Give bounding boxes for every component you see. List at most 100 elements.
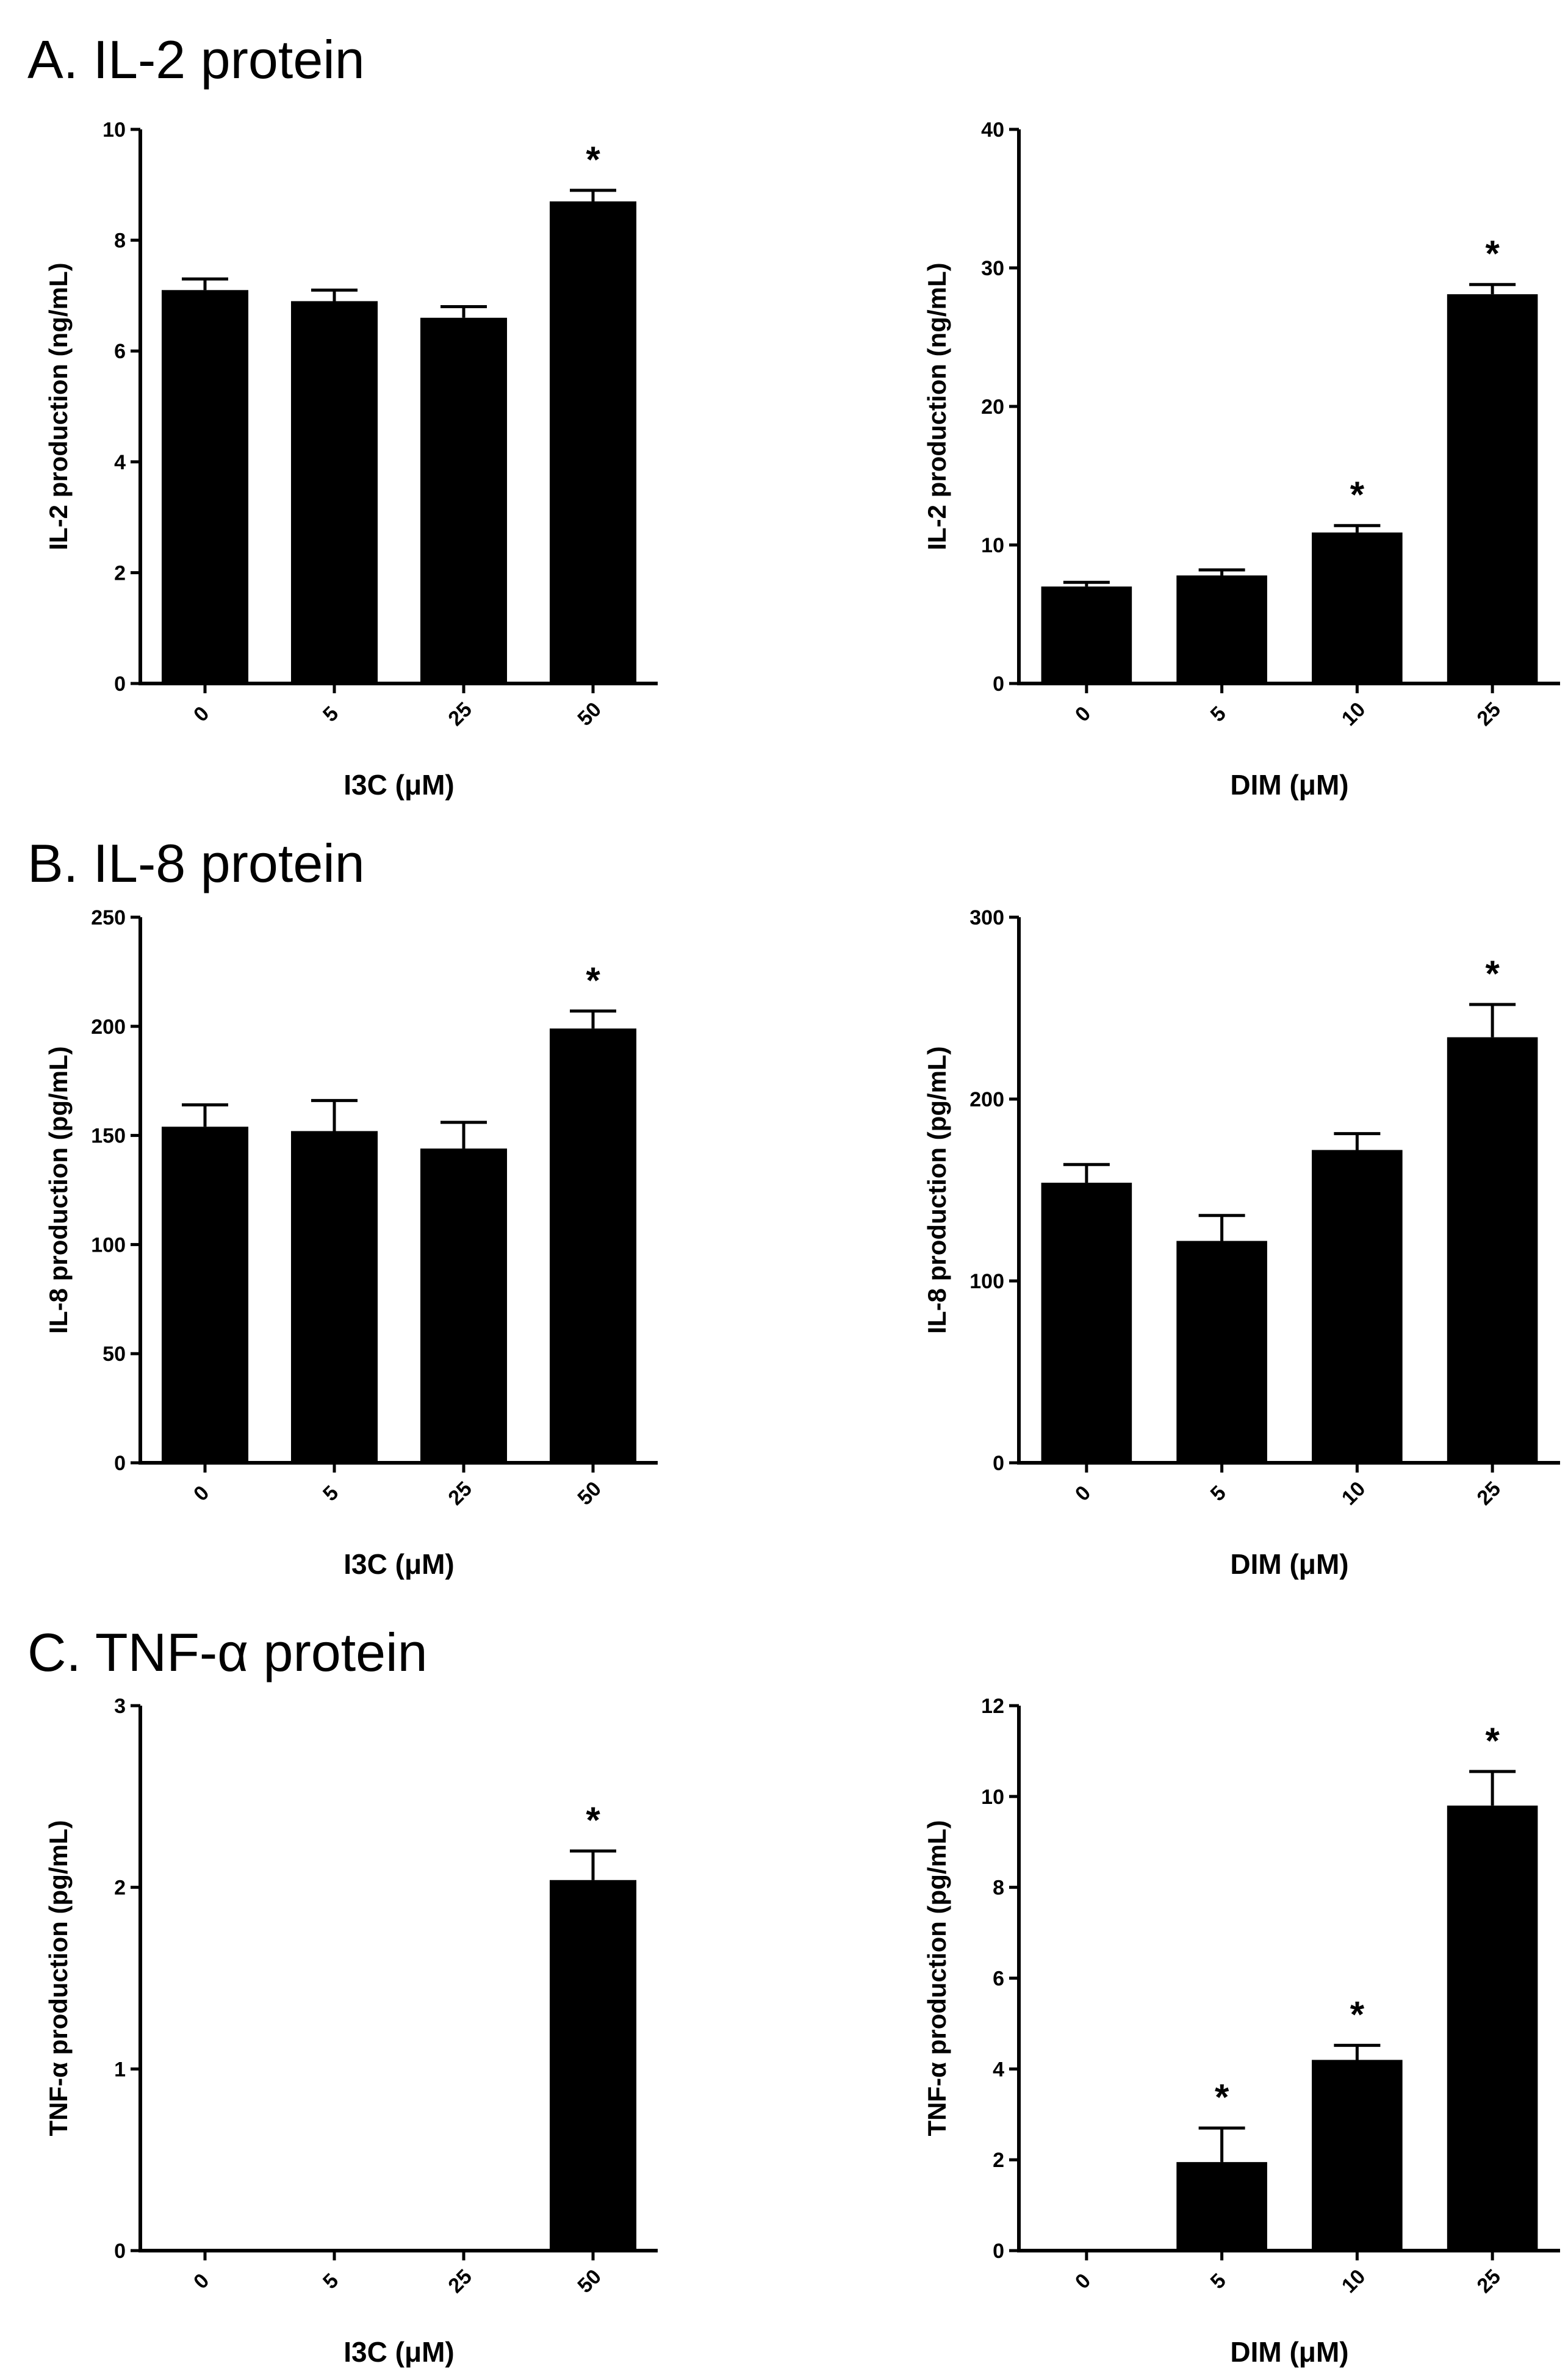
panel-a-left-x-axis-label: I3C (μM) bbox=[343, 769, 454, 801]
panel-b-left-bar bbox=[420, 1149, 508, 1463]
panel-c-right-x-tick-label: 5 bbox=[1206, 2269, 1231, 2293]
panel-b-right-y-tick-label: 200 bbox=[969, 1088, 1004, 1111]
panel-b-left-x-tick-label: 0 bbox=[189, 1481, 214, 1506]
panel-c-right-bar bbox=[1447, 1805, 1538, 2251]
panel-a-right-y-tick-label: 30 bbox=[981, 257, 1004, 280]
panel-c-right-y-tick-label: 0 bbox=[993, 2240, 1004, 2263]
panel-b-right-bar bbox=[1176, 1241, 1267, 1463]
panel-c-right-bar bbox=[1312, 2060, 1403, 2251]
section-title-b: B. IL-8 protein bbox=[27, 833, 365, 893]
panel-b-right-x-tick-label: 10 bbox=[1337, 1477, 1370, 1510]
panel-a-right-x-tick-label: 10 bbox=[1337, 698, 1370, 730]
panel-b-right-x-axis-label: DIM (μM) bbox=[1230, 1548, 1348, 1580]
panel-b-left-y-tick-label: 100 bbox=[91, 1233, 126, 1257]
panel-c-right-y-tick-label: 2 bbox=[993, 2149, 1004, 2172]
section-title-a: A. IL-2 protein bbox=[27, 29, 365, 90]
panel-c-left-y-axis-label: TNF-α production (pg/mL) bbox=[44, 1820, 73, 2136]
panel-a-right-bar bbox=[1447, 294, 1538, 683]
panel-a-left-significance-marker: * bbox=[586, 139, 600, 180]
panel-a-left-y-tick-label: 10 bbox=[102, 118, 126, 142]
panel-a-right-x-tick-label: 0 bbox=[1071, 702, 1095, 726]
panel-b-left-x-tick-label: 50 bbox=[573, 1477, 606, 1510]
panel-a-right-y-tick-label: 0 bbox=[993, 673, 1004, 696]
panel-c-left-x-tick-label: 25 bbox=[444, 2265, 477, 2298]
panel-a-right-x-tick-label: 5 bbox=[1206, 702, 1231, 726]
panel-c-left-x-tick-label: 50 bbox=[573, 2265, 606, 2298]
panel-b-left-y-tick-label: 150 bbox=[91, 1125, 126, 1148]
panel-c-right-x-tick-label: 10 bbox=[1337, 2265, 1370, 2298]
panel-c-right-y-tick-label: 8 bbox=[993, 1877, 1004, 1900]
panel-a-left-x-tick-label: 5 bbox=[318, 702, 343, 726]
panel-b-left-y-tick-label: 0 bbox=[114, 1452, 126, 1475]
panel-b-right-y-axis-label: IL-8 production (pg/mL) bbox=[922, 1046, 951, 1333]
panel-c-left-x-tick-label: 0 bbox=[189, 2269, 214, 2293]
panel-c-right-y-tick-label: 12 bbox=[981, 1695, 1004, 1718]
panel-c-left-y-tick-label: 2 bbox=[114, 1877, 126, 1900]
panel-b-left-y-tick-label: 200 bbox=[91, 1015, 126, 1039]
panel-a-left-bar bbox=[290, 301, 378, 684]
panel-a-left-bar bbox=[161, 290, 249, 683]
panel-a-right-bar bbox=[1041, 586, 1132, 683]
panel-c-right-y-tick-label: 6 bbox=[993, 1967, 1004, 1991]
panel-c-right-x-tick-label: 0 bbox=[1071, 2269, 1095, 2293]
panel-b-right-y-tick-label: 0 bbox=[993, 1452, 1004, 1475]
panel-b-right-bar bbox=[1447, 1037, 1538, 1463]
panel-b-right-significance-marker: * bbox=[1485, 953, 1500, 994]
panel-c-right-significance-marker: * bbox=[1215, 2077, 1229, 2118]
panel-c-left-y-tick-label: 0 bbox=[114, 2240, 126, 2263]
panel-c-right-y-tick-label: 10 bbox=[981, 1786, 1004, 1809]
panel-c-right-significance-marker: * bbox=[1485, 1720, 1500, 1761]
panel-a-right-x-tick-label: 25 bbox=[1473, 698, 1506, 730]
panel-b-right-x-tick-label: 25 bbox=[1473, 1477, 1506, 1510]
panel-a-right-bar bbox=[1176, 575, 1267, 683]
panel-a-left-x-tick-label: 25 bbox=[444, 698, 477, 730]
panel-c-left-x-tick-label: 5 bbox=[318, 2269, 343, 2293]
panel-b-left-y-axis-label: IL-8 production (pg/mL) bbox=[44, 1046, 73, 1333]
panel-b-left-bar bbox=[290, 1131, 378, 1463]
panel-c-left-y-tick-label: 1 bbox=[114, 2058, 126, 2081]
panel-b-right-y-tick-label: 300 bbox=[969, 906, 1004, 929]
panel-c-right-x-axis-label: DIM (μM) bbox=[1230, 2336, 1348, 2368]
panel-a-left-bar bbox=[420, 317, 508, 683]
panel-b-right-x-tick-label: 0 bbox=[1071, 1481, 1095, 1506]
panel-c-right-significance-marker: * bbox=[1350, 1994, 1365, 2035]
panel-c-right-bar bbox=[1176, 2162, 1267, 2251]
panel-c-left-bar bbox=[549, 1880, 637, 2251]
panel-a-right-y-tick-label: 10 bbox=[981, 534, 1004, 557]
panel-a-right-y-axis-label: IL-2 production (ng/mL) bbox=[922, 262, 951, 550]
panel-b-left-bar bbox=[161, 1127, 249, 1463]
panel-a-left-y-tick-label: 0 bbox=[114, 673, 126, 696]
panel-a-left-y-tick-label: 6 bbox=[114, 340, 126, 363]
panel-a-left-y-tick-label: 2 bbox=[114, 561, 126, 585]
panel-a-right-significance-marker: * bbox=[1485, 233, 1500, 274]
panel-c-right-x-tick-label: 25 bbox=[1473, 2265, 1506, 2298]
panel-b-right-x-tick-label: 5 bbox=[1206, 1481, 1231, 1506]
section-title-c: C. TNF-α protein bbox=[27, 1622, 428, 1682]
panel-a-right-y-tick-label: 20 bbox=[981, 395, 1004, 419]
panel-a-right-y-tick-label: 40 bbox=[981, 118, 1004, 142]
panel-b-left-y-tick-label: 50 bbox=[102, 1343, 126, 1366]
panel-b-left-x-axis-label: I3C (μM) bbox=[343, 1548, 454, 1580]
panel-a-right-bar bbox=[1312, 532, 1403, 683]
panel-c-left-significance-marker: * bbox=[586, 1800, 600, 1841]
panel-a-left-x-tick-label: 0 bbox=[189, 702, 214, 726]
panel-a-left-x-tick-label: 50 bbox=[573, 698, 606, 730]
panel-b-left-bar bbox=[549, 1028, 637, 1463]
panel-a-left-y-tick-label: 4 bbox=[114, 451, 126, 474]
panel-a-right-x-axis-label: DIM (μM) bbox=[1230, 769, 1348, 801]
panel-a-left-y-axis-label: IL-2 production (ng/mL) bbox=[44, 262, 73, 550]
panel-a-left-bar bbox=[549, 201, 637, 683]
panel-b-left-y-tick-label: 250 bbox=[91, 906, 126, 929]
panel-b-left-x-tick-label: 25 bbox=[444, 1477, 477, 1510]
panel-b-left-x-tick-label: 5 bbox=[318, 1481, 343, 1506]
panel-b-right-bar bbox=[1312, 1150, 1403, 1463]
panel-c-left-y-tick-label: 3 bbox=[114, 1695, 126, 1718]
panel-c-right-y-tick-label: 4 bbox=[993, 2058, 1004, 2081]
panel-a-left-y-tick-label: 8 bbox=[114, 229, 126, 253]
panel-c-right-y-axis-label: TNF-α production (pg/mL) bbox=[922, 1820, 951, 2136]
panel-c-left-x-axis-label: I3C (μM) bbox=[343, 2336, 454, 2368]
panel-b-right-bar bbox=[1041, 1183, 1132, 1463]
panel-b-right-y-tick-label: 100 bbox=[969, 1270, 1004, 1293]
